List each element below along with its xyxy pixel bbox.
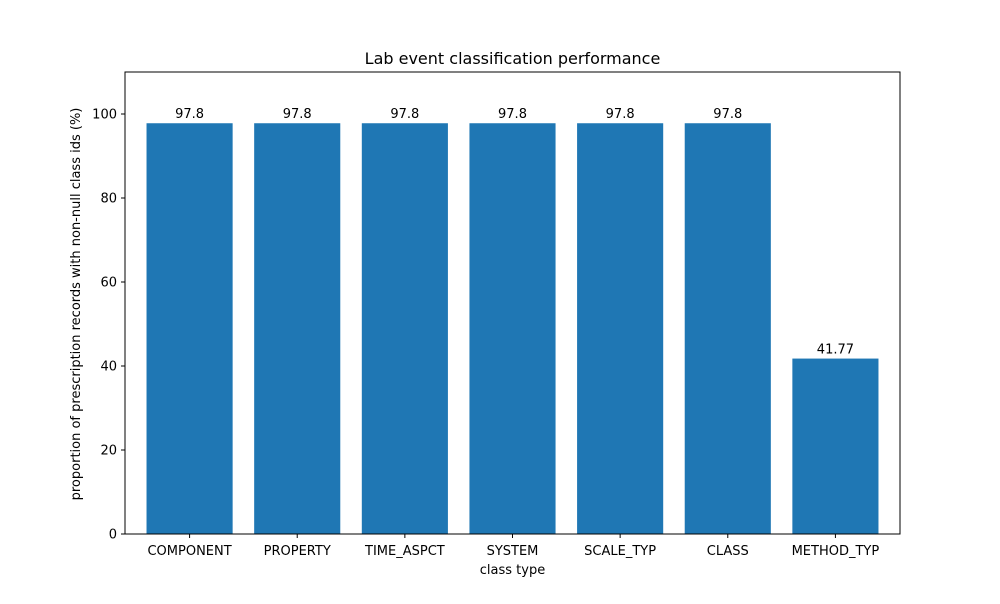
y-tick-label: 80	[100, 192, 117, 207]
x-tick-label: PROPERTY	[264, 544, 331, 559]
x-tick-label: SYSTEM	[487, 544, 539, 559]
bar-system	[469, 123, 556, 535]
bar-method-typ	[792, 358, 879, 534]
data-label: 97.8	[713, 107, 742, 122]
data-label: 97.8	[606, 107, 635, 122]
bar-property	[254, 123, 341, 535]
data-label: 41.77	[817, 343, 854, 358]
x-tick-label: SCALE_TYP	[584, 544, 656, 559]
x-axis-label: class type	[480, 563, 545, 578]
bar-scale-typ	[577, 123, 664, 535]
y-tick-label: 20	[100, 444, 117, 459]
x-tick-label: COMPONENT	[147, 544, 231, 559]
bars-layer: 97.8 97.8 97.8 97.8 97.8 97.8 41.77	[146, 107, 879, 535]
data-label: 97.8	[283, 107, 312, 122]
bar-time-aspct	[361, 123, 448, 535]
y-tick-label: 40	[100, 360, 117, 375]
chart-title: Lab event classification performance	[365, 49, 661, 68]
x-tick-label: METHOD_TYP	[792, 544, 880, 559]
bar-component	[146, 123, 233, 535]
bar-class	[684, 123, 771, 535]
x-tick-label: CLASS	[707, 544, 749, 559]
data-label: 97.8	[390, 107, 419, 122]
y-axis-label: proportion of prescription records with …	[69, 108, 84, 501]
x-tick-label: TIME_ASPCT	[364, 544, 445, 559]
y-tick-label: 0	[109, 528, 117, 543]
axes-layer: 0 20 40 60 80 100 COMPONENT PROPERTY TIME_ASPCT S…	[92, 71, 901, 559]
y-tick-label: 100	[92, 108, 117, 123]
data-label: 97.8	[498, 107, 527, 122]
y-tick-label: 60	[100, 276, 117, 291]
data-label: 97.8	[175, 107, 204, 122]
